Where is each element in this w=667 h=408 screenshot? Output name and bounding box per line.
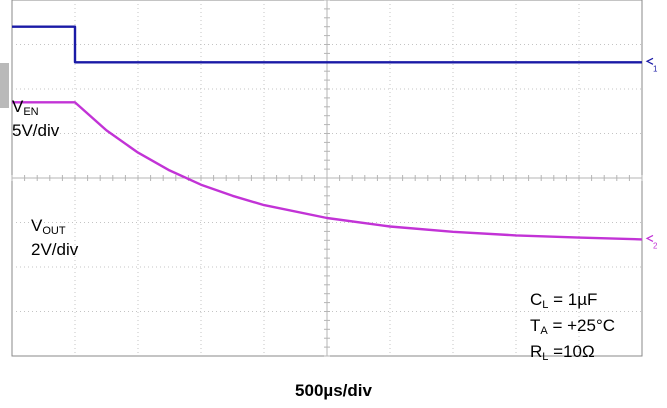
trace-out (12, 101, 643, 241)
channel-marker-label: 1 (653, 64, 658, 73)
ven-label: VEN (12, 97, 39, 118)
condition-ta: TA = +25°C (530, 316, 616, 337)
channel-marker-label: 2 (653, 241, 658, 250)
channel-bracket (0, 63, 9, 108)
condition-cl: CL = 1µF (530, 290, 598, 311)
vout-scale-label: 2V/div (31, 240, 79, 259)
ven-scale-label: 5V/div (12, 121, 60, 140)
trace-en (12, 25, 642, 64)
vout-label: VOUT (31, 216, 66, 237)
channel-marker (645, 234, 654, 242)
condition-rl: RL =10Ω (530, 342, 595, 363)
channel-marker (645, 57, 654, 65)
x-axis-label: 500µs/div (295, 381, 372, 400)
